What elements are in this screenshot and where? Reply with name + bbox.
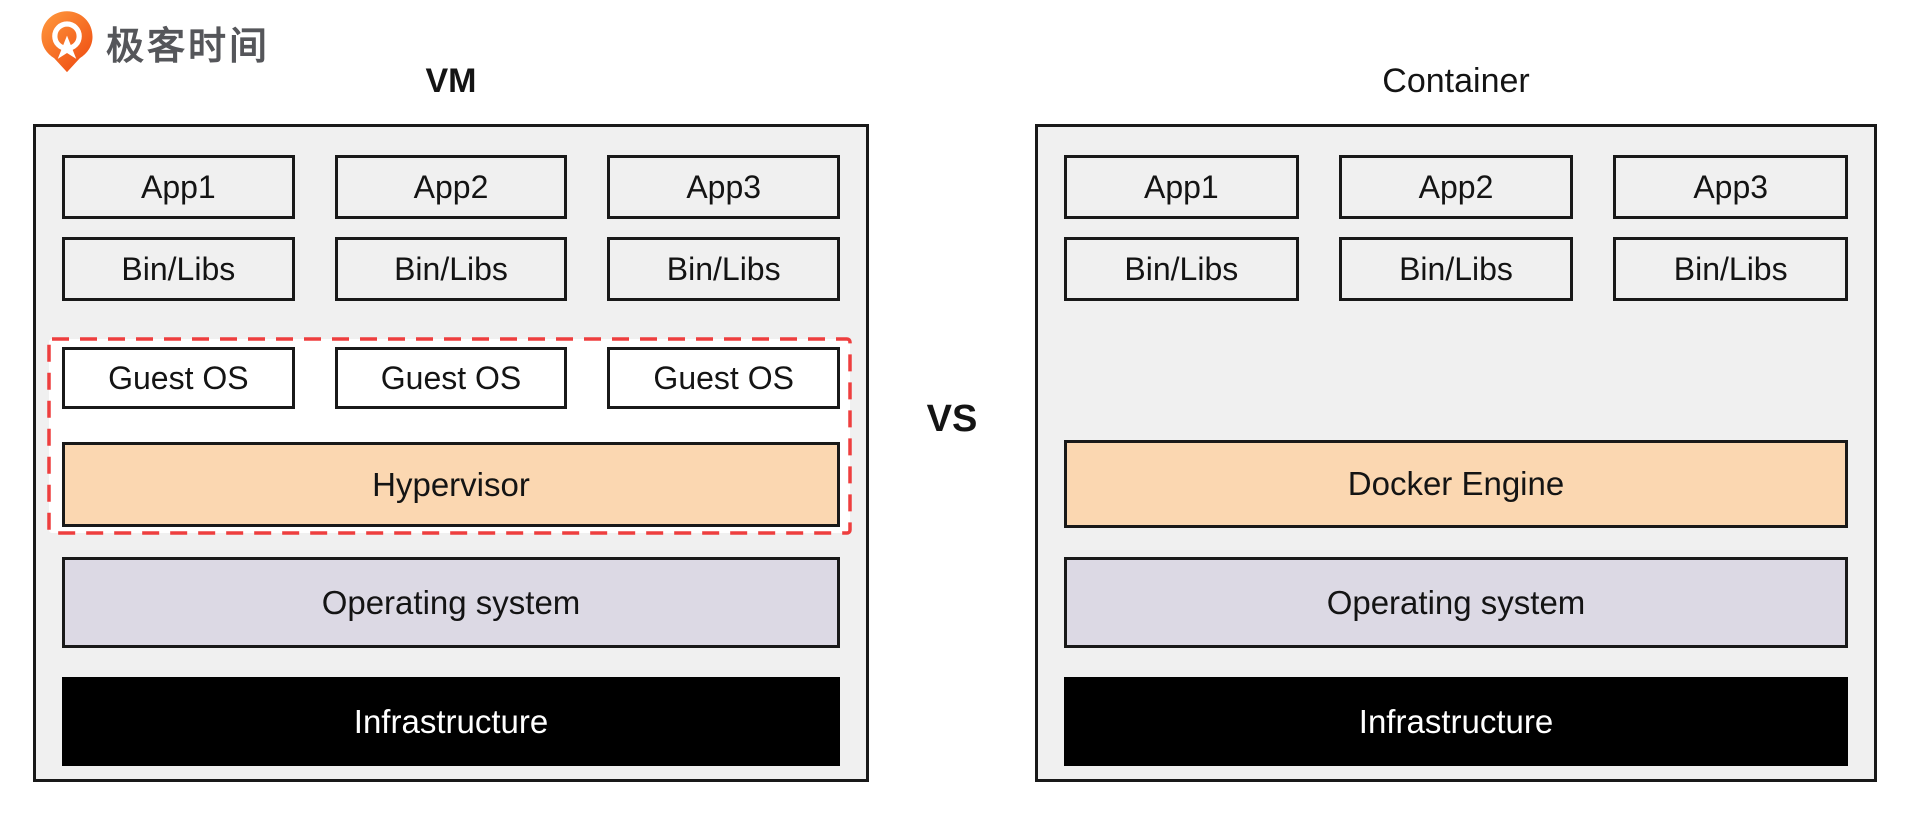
vm-binlibs-row: Bin/Libs Bin/Libs Bin/Libs <box>62 237 841 301</box>
vm-app3-box: App3 <box>607 155 841 219</box>
docker-engine-bar: Docker Engine <box>1064 440 1848 528</box>
brand-name: 极客时间 <box>106 25 271 68</box>
container-operating-system-bar: Operating system <box>1064 557 1848 648</box>
vm-panel: App1 App2 App3 Bin/Libs Bin/Libs Bin/Lib… <box>33 124 869 782</box>
vm-app2-box: App2 <box>334 155 568 219</box>
vm-guest-os1-box: Guest OS <box>62 347 295 409</box>
vm-app-row: App1 App2 App3 <box>62 155 841 219</box>
vm-operating-system-bar: Operating system <box>62 557 840 648</box>
container-binlibs1-box: Bin/Libs <box>1064 237 1299 301</box>
vm-infrastructure-bar: Infrastructure <box>62 677 840 766</box>
vm-binlibs3-box: Bin/Libs <box>607 237 841 301</box>
container-title: Container <box>1382 62 1530 100</box>
vm-binlibs2-box: Bin/Libs <box>334 237 568 301</box>
geektime-logo: 极客时间 <box>38 10 270 74</box>
geektime-pin-icon <box>41 11 93 73</box>
vm-guest-os2-box: Guest OS <box>334 347 568 409</box>
container-panel: App1 App2 App3 Bin/Libs Bin/Libs Bin/Lib… <box>1035 124 1877 782</box>
container-app1-box: App1 <box>1064 155 1299 219</box>
container-app-row: App1 App2 App3 <box>1064 155 1849 219</box>
vs-label: VS <box>926 398 978 440</box>
container-infrastructure-bar: Infrastructure <box>1064 677 1848 766</box>
vm-hypervisor-bar: Hypervisor <box>62 442 840 527</box>
container-binlibs3-box: Bin/Libs <box>1613 237 1849 301</box>
container-binlibs2-box: Bin/Libs <box>1338 237 1574 301</box>
vm-title: VM <box>425 62 477 100</box>
vm-guest-os-row: Guest OS Guest OS Guest OS <box>62 347 841 409</box>
container-binlibs-row: Bin/Libs Bin/Libs Bin/Libs <box>1064 237 1849 301</box>
vm-binlibs1-box: Bin/Libs <box>62 237 295 301</box>
container-app3-box: App3 <box>1613 155 1849 219</box>
container-app2-box: App2 <box>1338 155 1574 219</box>
vm-guest-os3-box: Guest OS <box>607 347 841 409</box>
vm-app1-box: App1 <box>62 155 295 219</box>
